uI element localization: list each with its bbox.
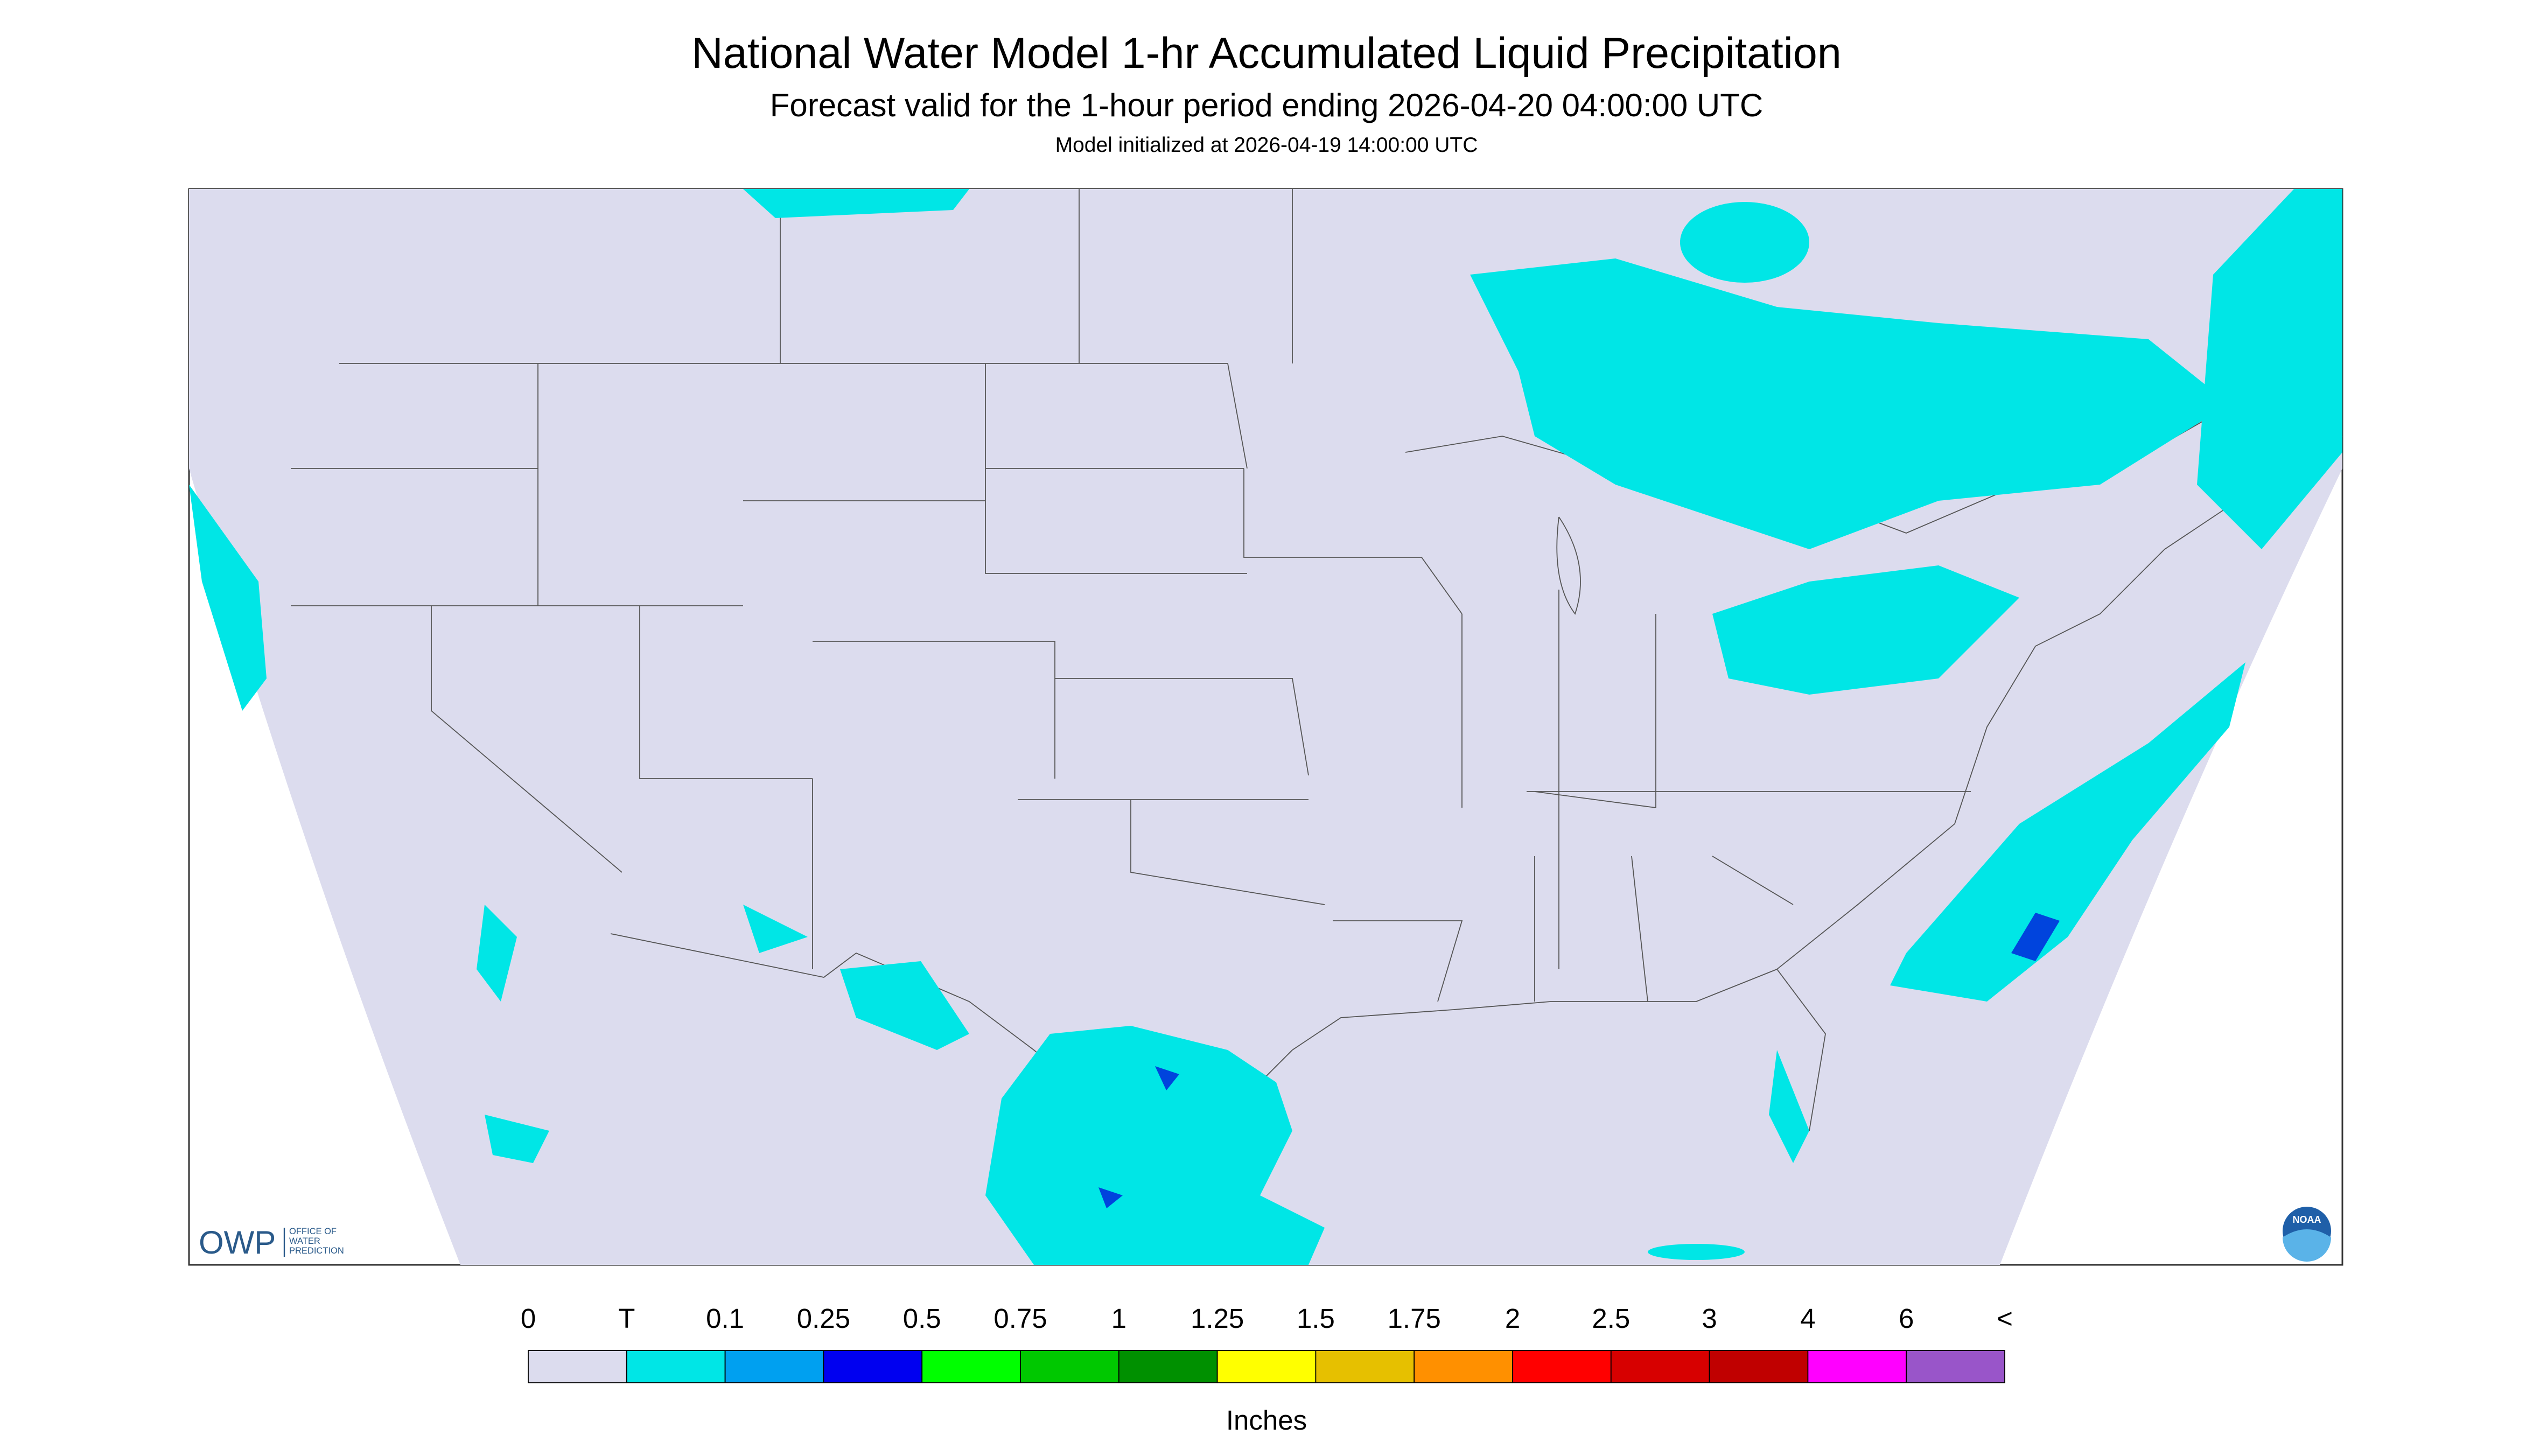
colorbar-label: 4 xyxy=(1800,1303,1815,1334)
colorbar-swatch xyxy=(1512,1350,1612,1383)
colorbar-label: 1.5 xyxy=(1297,1303,1335,1334)
colorbar-label: 0 xyxy=(521,1303,536,1334)
colorbar-label: 0.25 xyxy=(797,1303,850,1334)
colorbar-swatch xyxy=(1807,1350,1907,1383)
colorbar-label: 1.75 xyxy=(1388,1303,1441,1334)
colorbar-swatch xyxy=(1709,1350,1809,1383)
colorbar-label: T xyxy=(618,1303,635,1334)
colorbar-swatch xyxy=(823,1350,923,1383)
colorbar-label: < xyxy=(1997,1303,2013,1334)
owp-logo-line: OFFICE OF xyxy=(289,1227,337,1236)
map: OWP OFFICE OF WATER PREDICTION NOAA xyxy=(188,188,2343,1266)
colorbar-label: 0.1 xyxy=(706,1303,744,1334)
owp-logo-line: WATER xyxy=(289,1236,320,1246)
init-time: Model initialized at 2026-04-19 14:00:00… xyxy=(1055,134,1478,157)
colorbar-swatch xyxy=(1315,1350,1415,1383)
title: National Water Model 1-hr Accumulated Li… xyxy=(691,29,1842,78)
colorbar-label: 1 xyxy=(1111,1303,1126,1334)
colorbar-swatch xyxy=(1118,1350,1218,1383)
colorbar-swatch xyxy=(1414,1350,1513,1383)
colorbar-swatch xyxy=(724,1350,824,1383)
colorbar-swatch xyxy=(528,1350,627,1383)
colorbar: 0 T 0.1 0.25 0.5 0.75 1 1.25 1.5 1.75 2 2.5 3 4 6 < xyxy=(521,1303,2013,1383)
owp-logo: OWP OFFICE OF WATER PREDICTION xyxy=(199,1224,344,1261)
colorbar-label: 0.5 xyxy=(903,1303,941,1334)
colorbar-label: 3 xyxy=(1702,1303,1717,1334)
noaa-logo: NOAA xyxy=(2283,1207,2331,1262)
colorbar-swatch xyxy=(1906,1350,2005,1383)
colorbar-swatch xyxy=(626,1350,726,1383)
colorbar-swatch xyxy=(921,1350,1021,1383)
colorbar-label: 1.25 xyxy=(1191,1303,1244,1334)
colorbar-units: Inches xyxy=(1226,1405,1307,1436)
colorbar-label: 2.5 xyxy=(1592,1303,1630,1334)
colorbar-label: 2 xyxy=(1505,1303,1520,1334)
owp-logo-line: PREDICTION xyxy=(289,1246,344,1256)
owp-logo-text: OWP xyxy=(199,1224,276,1261)
colorbar-label: 6 xyxy=(1899,1303,1914,1334)
noaa-logo-text: NOAA xyxy=(2293,1214,2321,1225)
colorbar-swatch xyxy=(1216,1350,1317,1383)
colorbar-label: 0.75 xyxy=(993,1303,1047,1334)
colorbar-swatch xyxy=(1610,1350,1710,1383)
subtitle: Forecast valid for the 1-hour period end… xyxy=(770,87,1763,123)
colorbar-swatch xyxy=(1020,1350,1119,1383)
precipitation xyxy=(189,189,2342,1265)
